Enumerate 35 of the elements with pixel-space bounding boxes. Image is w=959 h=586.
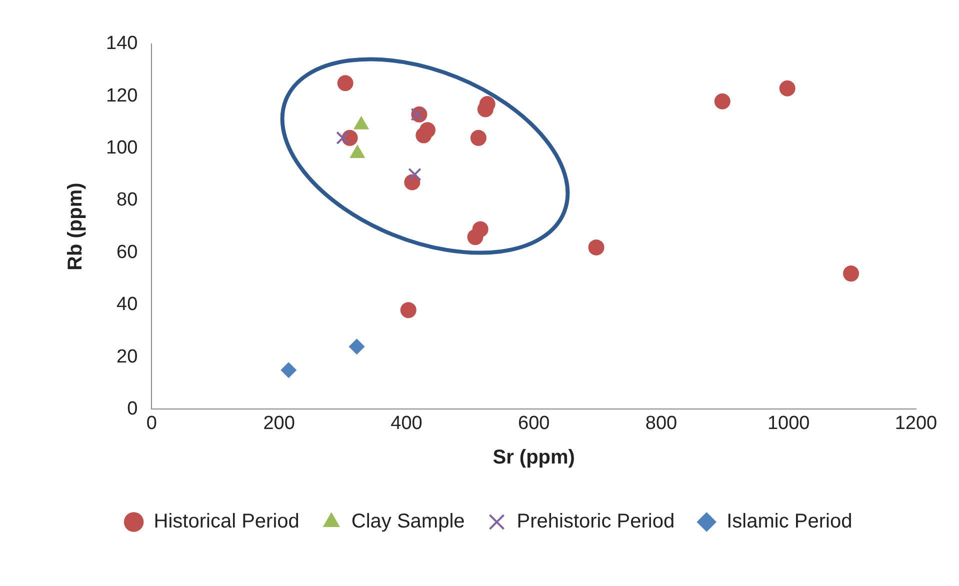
y-tick-label: 100 [106,138,138,159]
point [779,80,796,96]
legend-label: Islamic Period [726,510,852,533]
x-tick-label: 200 [263,412,295,434]
x-tick-label: 800 [645,412,678,434]
x-tick-label: 0 [146,412,157,434]
point [843,266,860,282]
y-tick-label: 40 [116,294,138,316]
x-tick-label: 1000 [767,412,810,434]
point [419,122,436,138]
point [336,131,350,145]
y-tick-label: 140 [106,33,138,54]
point [348,338,365,355]
y-tick-label: 60 [116,242,138,263]
point [410,108,424,122]
y-tick-label: 120 [106,85,138,106]
y-tick-label: 20 [116,346,138,368]
legend-label: Prehistoric Period [516,510,675,533]
point [337,75,354,92]
point [588,239,604,256]
point [470,130,486,146]
point [714,93,730,110]
legend-label: Historical Period [154,510,300,533]
x-tick-label: 600 [518,412,550,434]
point [280,362,297,378]
x-axis-title: Sr (ppm) [492,446,575,469]
y-axis-title: Rb (ppm) [64,182,87,270]
x-tick-label: 400 [390,412,422,434]
legend-label: Clay Sample [351,510,465,533]
point [467,229,484,246]
x-tick-label: 1200 [894,412,938,434]
y-tick-label: 80 [116,190,138,211]
point [400,302,416,318]
y-tick-label: 0 [127,398,138,420]
point [408,168,422,182]
